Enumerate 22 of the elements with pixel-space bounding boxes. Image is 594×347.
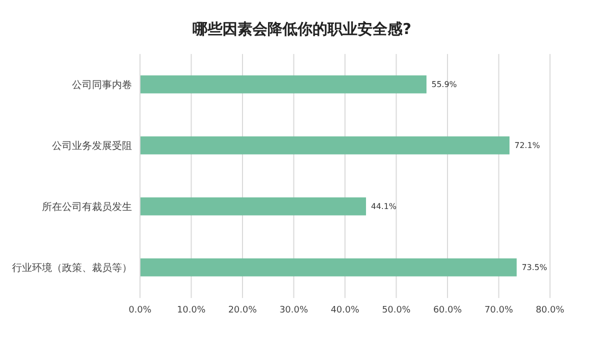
x-tick-label: 0.0% bbox=[128, 305, 152, 316]
bar bbox=[140, 197, 366, 216]
bar bbox=[140, 75, 426, 94]
x-tick-label: 40.0% bbox=[330, 305, 360, 316]
y-tick-label: 公司业务发展受阻 bbox=[52, 140, 132, 152]
bar bbox=[140, 136, 510, 154]
x-tick-label: 30.0% bbox=[279, 305, 308, 316]
bar bbox=[140, 258, 517, 276]
y-tick-label: 所在公司有裁员发生 bbox=[42, 201, 132, 214]
x-tick-label: 80.0% bbox=[536, 305, 565, 316]
x-tick-label: 20.0% bbox=[228, 305, 258, 316]
data-label: 55.9% bbox=[431, 80, 458, 90]
data-label: 72.1% bbox=[514, 141, 540, 150]
chart-title: 哪些因素会降低你的职业安全感? bbox=[192, 19, 412, 40]
data-label: 73.5% bbox=[522, 263, 548, 272]
x-tick-label: 70.0% bbox=[484, 305, 514, 316]
x-tick-label: 50.0% bbox=[382, 305, 411, 316]
x-tick-label: 10.0% bbox=[176, 305, 206, 316]
y-tick-label: 行业环境（政策、裁员等） bbox=[12, 262, 132, 274]
y-tick-label: 公司同事内卷 bbox=[72, 79, 132, 92]
data-label: 44.1% bbox=[371, 202, 397, 212]
x-tick-label: 60.0% bbox=[433, 305, 462, 316]
